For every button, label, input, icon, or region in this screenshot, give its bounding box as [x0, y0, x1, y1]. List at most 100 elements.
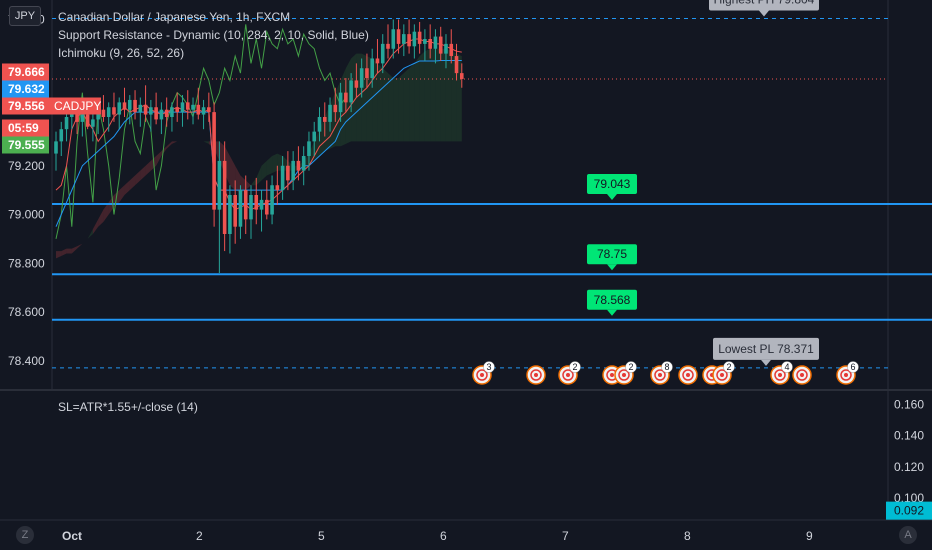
candle-body — [259, 199, 264, 210]
cloud-segment — [229, 156, 236, 191]
cloud-segment — [409, 63, 415, 142]
x-tick-label: 7 — [562, 529, 569, 543]
candle-body — [438, 36, 443, 54]
cloud-segment — [203, 141, 209, 144]
signal-markers: 3 2 2 8 2 4 6 — [472, 361, 859, 385]
candle-body — [301, 156, 306, 171]
price-badge: 79.555 — [8, 138, 45, 152]
pivot-label: Lowest PL 78.371 — [718, 342, 814, 356]
cloud-segment — [266, 156, 273, 176]
signal-marker-target — [654, 369, 666, 381]
candle-body — [85, 114, 90, 127]
x-tick-label: 6 — [440, 529, 447, 543]
indicator-ichimoku-label[interactable]: Ichimoku (9, 26, 52, 26) — [58, 46, 185, 60]
y-tick-label: 79.000 — [8, 208, 45, 222]
candle-body — [75, 112, 79, 122]
signal-count: 3 — [486, 362, 491, 372]
currency-button[interactable]: JPY — [9, 6, 41, 26]
y-tick-label: 79.200 — [8, 159, 45, 173]
signal-marker-target — [774, 369, 786, 381]
candle-body — [117, 102, 122, 115]
candle-body — [254, 195, 259, 210]
x-tick-label: 8 — [684, 529, 691, 543]
candle-body — [243, 190, 248, 220]
candle-body — [280, 165, 285, 191]
signal-count: 4 — [784, 362, 789, 372]
candle-body — [112, 107, 116, 115]
sr-label: 78.75 — [597, 247, 627, 261]
signal-marker-target — [840, 369, 852, 381]
indicator-sr-label[interactable]: Support Resistance - Dynamic (10, 284, 2… — [58, 28, 369, 42]
auto-scale-button[interactable]: A — [899, 526, 917, 544]
candle-body — [386, 43, 390, 49]
candle-body — [391, 29, 396, 49]
lower-value-badge: 0.092 — [894, 504, 924, 518]
lower-pane-label[interactable]: SL=ATR*1.55+/-close (14) — [58, 400, 198, 414]
grid — [0, 0, 932, 521]
candle-body — [270, 185, 274, 215]
cloud-segment — [140, 165, 146, 181]
candle-body — [402, 34, 406, 44]
price-badge-bg — [2, 80, 49, 98]
signal-marker-dot — [534, 373, 538, 377]
axes: 79.80079.20079.00078.80078.60078.4000.16… — [2, 13, 932, 543]
y-tick-label: 78.800 — [8, 256, 45, 270]
pivot-label-bg — [713, 337, 819, 360]
lower-y-tick-label: 0.120 — [894, 460, 924, 474]
candle-body — [249, 195, 253, 220]
cloud-segment — [440, 48, 446, 142]
y-tick-label: 78.600 — [8, 305, 45, 319]
candle-body — [365, 68, 369, 78]
chikou-span — [55, 24, 347, 239]
cloud-segment — [87, 229, 93, 239]
candle-body — [338, 92, 343, 113]
cloud-segment — [250, 177, 257, 186]
cloud-segment — [240, 175, 246, 193]
candle-body — [217, 160, 222, 210]
candle-body — [412, 31, 417, 47]
price-badge-bg — [2, 63, 49, 81]
signal-count: 2 — [726, 362, 731, 372]
candle-body — [138, 104, 143, 113]
cloud-segment — [77, 243, 83, 249]
cloud-segment — [451, 51, 457, 142]
candle-body — [180, 102, 185, 113]
cloud-segment — [245, 180, 251, 191]
kijun-sen — [55, 59, 462, 227]
cloud-segment — [388, 73, 394, 142]
signal-count: 8 — [664, 362, 669, 372]
lower-y-tick-label: 0.160 — [894, 397, 924, 411]
candle-body — [212, 112, 216, 210]
sr-label-bg — [587, 289, 637, 310]
cloud-segment — [398, 73, 404, 142]
cloud-segment — [382, 68, 389, 142]
candle-body — [380, 43, 385, 64]
x-tick-label: 5 — [318, 529, 325, 543]
cloud-segment — [414, 56, 420, 142]
candle-body — [59, 129, 64, 142]
signal-count-bg — [781, 361, 793, 373]
cloud-segment — [261, 160, 267, 181]
cloud-segment — [66, 248, 72, 254]
x-tick-label: Oct — [62, 529, 82, 543]
cloud-segment — [235, 165, 241, 193]
lower-value-badge-bg — [886, 501, 932, 520]
candle-body — [201, 107, 206, 115]
candle-body — [54, 141, 58, 154]
candle-body — [423, 39, 427, 44]
signal-marker-target — [530, 369, 542, 381]
signal-marker-dot — [622, 373, 626, 377]
signal-count-bg — [847, 361, 859, 373]
sr-label-arrow — [607, 194, 617, 201]
zoom-button[interactable]: Z — [16, 526, 34, 544]
candle-body — [159, 109, 164, 120]
cloud-segment — [135, 170, 141, 186]
candle-body — [143, 104, 148, 115]
cloud-segment — [356, 53, 362, 142]
candle-body — [149, 107, 153, 115]
cloud-segment — [308, 141, 315, 166]
candle-body — [170, 107, 174, 117]
symbol-tag: CADJPY — [54, 99, 101, 113]
candle-body — [175, 107, 180, 113]
